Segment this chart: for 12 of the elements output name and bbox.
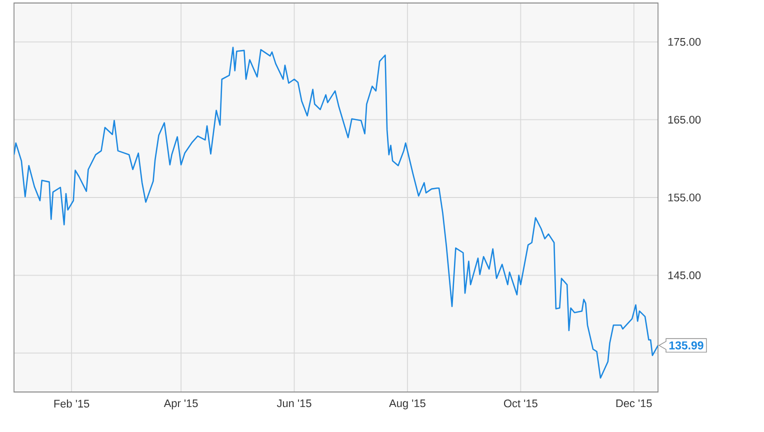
- line-series: [14, 46, 658, 379]
- x-tick-label: Dec '15: [616, 400, 652, 408]
- y-tick-label: 145.00: [668, 271, 701, 280]
- y-tick-label: 155.00: [668, 194, 701, 202]
- annotation: 135.99: [669, 341, 704, 350]
- y-tick-label: 175.00: [668, 38, 701, 46]
- x-tick-label: Oct '15: [504, 400, 538, 408]
- x-tick-label: Feb '15: [54, 400, 90, 408]
- x-tick-label: Aug '15: [389, 400, 426, 410]
- x-tick-label: Jun '15: [276, 400, 312, 408]
- x-tick-label: Apr '15: [164, 400, 198, 410]
- y-tick-label: 165.00: [668, 116, 701, 124]
